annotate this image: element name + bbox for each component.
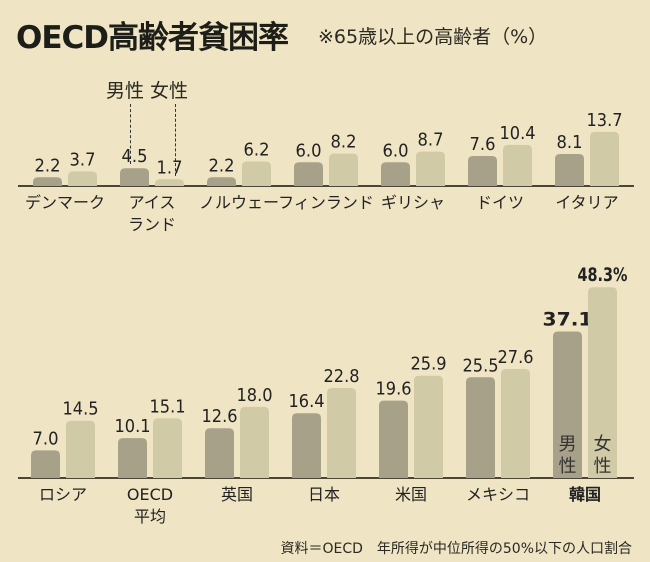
female-bar [503,144,532,186]
male-bar [381,162,410,186]
legend-female: 女性 [150,80,189,102]
male-bar [205,428,234,478]
value-label: 7.6 [470,134,496,155]
male-bar [118,438,147,478]
value-label: 6.0 [296,140,322,161]
female-bar [329,153,358,186]
value-label: 19.6 [376,379,412,400]
female-bar [414,375,443,478]
legend: 男性 女性 [106,76,194,103]
value-label: 12.6 [202,406,238,427]
in-bar-label: 女 [594,434,612,455]
value-label: 2.2 [35,155,61,176]
male-bar [553,331,582,478]
value-label: 1.7 [157,157,183,178]
value-label: 3.7 [70,149,96,170]
category-label: 英国 [221,485,253,504]
in-bar-label: 性 [594,456,612,477]
value-label: 27.6 [498,347,534,368]
chart-subtitle: ※65歳以上の高齢者（%） [318,26,548,48]
female-bar [416,151,445,186]
category-label: ドイツ [476,193,524,212]
category-label: メキシコ [466,485,530,504]
category-label: フィンランド [278,193,374,212]
category-label: ロシア [39,485,87,504]
value-label: 6.0 [383,140,409,161]
male-bar [466,377,495,478]
legend-female-leader [175,104,176,176]
category-label: 韓国 [569,485,601,504]
legend-male-leader [130,104,131,164]
value-label: 8.2 [331,132,357,153]
value-label: 13.7 [587,110,623,131]
value-label: 37.1 [543,308,593,330]
in-bar-label: 性 [559,456,577,477]
male-bar [31,450,60,478]
male-bar [33,177,62,186]
category-label: 日本 [308,485,340,504]
value-label: 7.0 [33,428,59,449]
value-label: 2.2 [209,155,235,176]
category-label: イタリア [555,193,618,212]
female-bar [501,368,530,478]
value-label: 6.2 [244,140,270,161]
female-bar [242,161,271,186]
value-label: 10.1 [115,416,151,437]
female-bar [590,131,619,186]
category-label: OECD [127,485,173,504]
male-bar [207,177,236,186]
female-bar [68,171,97,186]
value-label: 22.8 [324,366,360,387]
category-label: ノルウェー [199,193,279,212]
category-label: 平均 [134,507,166,526]
category-label: ギリシャ [381,193,445,212]
male-bar [294,162,323,186]
male-bar [555,154,584,186]
female-bar [327,387,356,478]
female-bar [155,179,184,186]
category-label: 米国 [395,485,427,504]
male-bar [468,155,497,186]
male-bar [292,413,321,478]
value-label: 16.4 [289,391,325,412]
male-bar [379,400,408,478]
value-label: 10.4 [500,123,536,144]
value-label: 8.1 [557,132,583,153]
chart-title: OECD高齢者貧困率 [16,20,289,56]
value-label: 8.7 [418,130,444,151]
legend-male: 男性 [106,80,145,102]
value-label: 48.3% [578,264,628,286]
female-bar [588,287,617,478]
value-label: 25.9 [411,354,447,375]
female-bar [240,406,269,478]
category-label: アイス [129,193,176,212]
source-note: 資料＝OECD 年所得が中位所得の50%以下の人口割合 [280,541,632,557]
value-label: 18.0 [237,385,273,406]
category-label: デンマーク [25,193,105,212]
category-label: ランド [128,215,176,234]
value-label: 4.5 [122,146,148,167]
male-bar [120,168,149,186]
value-label: 14.5 [63,399,99,420]
value-label: 15.1 [150,396,186,417]
female-bar [153,418,182,478]
in-bar-label: 男 [559,434,577,455]
value-label: 25.5 [463,355,499,376]
female-bar [66,420,95,478]
